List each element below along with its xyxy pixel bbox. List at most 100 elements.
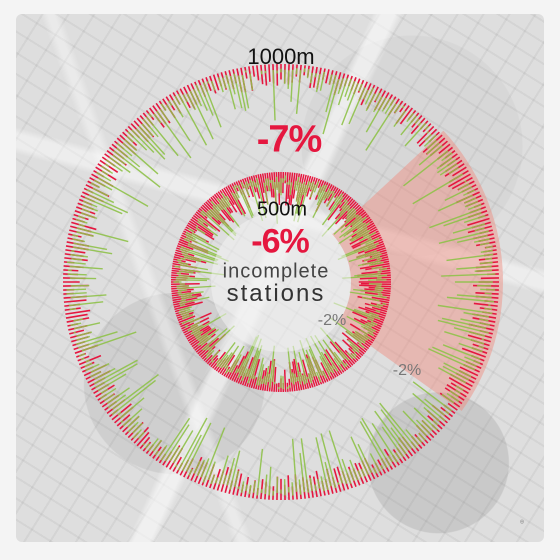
bar-growth xyxy=(210,200,221,212)
bar-growth xyxy=(234,193,239,201)
bar-growth xyxy=(480,249,493,253)
bar-decline xyxy=(78,354,102,366)
bar-growth xyxy=(368,261,384,266)
bar-decline xyxy=(293,358,301,391)
bar-growth xyxy=(272,69,276,121)
bar-growth xyxy=(176,276,210,280)
bar-growth xyxy=(206,211,213,218)
bar-growth xyxy=(349,291,387,299)
bar-growth xyxy=(158,444,168,458)
bar-growth xyxy=(437,194,473,212)
bar-growth xyxy=(197,328,220,346)
outer-ring-bars xyxy=(63,64,499,500)
bar-growth xyxy=(210,350,220,361)
bar-growth xyxy=(350,436,369,475)
bar-growth xyxy=(319,355,331,377)
bar-growth xyxy=(104,163,110,168)
outer-ring-change-value: -7% xyxy=(256,118,323,161)
bar-growth xyxy=(412,381,453,412)
bar-growth xyxy=(291,482,294,496)
bar-growth xyxy=(237,486,240,490)
bar-growth xyxy=(320,351,335,374)
bar-growth xyxy=(474,238,490,243)
bar-growth xyxy=(78,223,85,227)
bar-growth xyxy=(339,204,349,215)
bar-growth xyxy=(127,415,140,428)
bar-growth xyxy=(233,73,243,109)
inner-ring-bars xyxy=(171,172,391,392)
bar-growth xyxy=(180,309,195,316)
bar-growth xyxy=(220,352,233,369)
bar-growth xyxy=(360,325,374,334)
bar-growth xyxy=(80,212,98,220)
bar-growth xyxy=(202,427,226,483)
bar-growth xyxy=(178,274,190,277)
bar-growth xyxy=(417,122,422,127)
bar-growth xyxy=(231,192,246,217)
bar-growth xyxy=(195,225,199,228)
bar-growth xyxy=(295,181,301,202)
bar-growth xyxy=(437,319,489,334)
bar-growth xyxy=(225,368,229,374)
bar-growth xyxy=(80,357,85,361)
bar-growth xyxy=(107,394,127,409)
bar-growth xyxy=(348,251,381,263)
bar-growth xyxy=(216,197,241,229)
bar-growth xyxy=(351,348,357,353)
bar-growth xyxy=(441,152,453,162)
bar-decline xyxy=(461,347,486,358)
bar-decline xyxy=(252,65,256,77)
bar-growth xyxy=(179,264,209,271)
bar-growth xyxy=(467,203,482,211)
bar-growth xyxy=(178,261,189,265)
bar-growth xyxy=(77,215,86,220)
bar-decline xyxy=(244,66,248,79)
bar-growth xyxy=(322,339,342,365)
bar-growth xyxy=(463,214,486,224)
bar-growth xyxy=(354,330,369,341)
bar-growth xyxy=(296,181,306,214)
bar-growth xyxy=(116,147,141,168)
bar-decline xyxy=(256,65,260,81)
bar-growth xyxy=(103,393,115,402)
bar-growth xyxy=(218,455,229,485)
bar-growth xyxy=(324,461,332,487)
bar-growth xyxy=(333,351,347,368)
bar-growth xyxy=(458,183,470,191)
bar-growth xyxy=(308,182,312,188)
bar-growth xyxy=(172,430,194,464)
bar-growth xyxy=(359,231,376,242)
bar-growth xyxy=(90,182,101,189)
bar-growth xyxy=(380,464,384,470)
bar-growth xyxy=(185,231,220,251)
bar-growth xyxy=(315,74,321,93)
bar-growth xyxy=(443,212,482,227)
bar-growth xyxy=(320,433,337,489)
bar-growth xyxy=(92,187,109,197)
bar-growth xyxy=(225,195,230,202)
bar-growth xyxy=(315,437,329,491)
bar-decline xyxy=(451,176,473,190)
bar-decline xyxy=(268,64,271,82)
bar-decline xyxy=(359,262,390,270)
bar-growth xyxy=(126,135,134,143)
bar-growth xyxy=(124,139,138,152)
bar-growth xyxy=(201,327,228,351)
caption-line-stations: stations xyxy=(226,280,326,307)
bar-growth xyxy=(463,311,490,318)
bar-growth xyxy=(446,253,494,262)
bar-growth xyxy=(178,289,188,292)
bar-growth xyxy=(418,432,426,441)
bar-growth xyxy=(200,212,206,217)
bar-decline xyxy=(205,77,212,92)
bar-growth xyxy=(241,74,250,109)
bar-growth xyxy=(73,322,101,330)
bar-growth xyxy=(292,345,302,385)
bar-growth xyxy=(222,77,227,89)
bar-growth xyxy=(337,482,340,485)
bar-growth xyxy=(144,442,151,449)
bar-growth xyxy=(160,103,167,111)
bar-growth xyxy=(444,410,450,415)
bar-decline xyxy=(312,66,318,88)
bar-growth xyxy=(113,150,161,188)
